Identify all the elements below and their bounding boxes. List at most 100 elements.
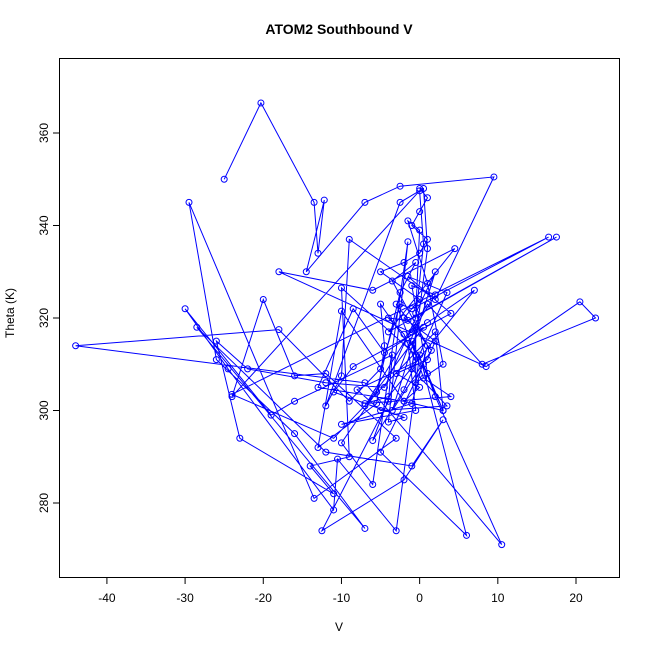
data-point (322, 370, 330, 377)
x-tick-label: 10 (491, 591, 505, 605)
data-point (423, 245, 431, 253)
data-point (322, 448, 330, 456)
data-point (423, 342, 431, 350)
data-point (193, 323, 201, 331)
data-point (431, 268, 439, 276)
data-point (420, 360, 428, 368)
data-point (431, 291, 439, 299)
data-point (72, 342, 80, 350)
data-point (361, 524, 369, 532)
data-point (447, 309, 455, 317)
data-point (423, 235, 431, 243)
data-point (345, 453, 353, 461)
data-point (302, 268, 310, 276)
data-point (423, 279, 431, 287)
data-point (423, 300, 431, 308)
data-point (369, 437, 377, 445)
data-point (404, 339, 412, 347)
x-tick-label: -40 (98, 591, 116, 605)
data-point (400, 259, 408, 266)
data-point (443, 402, 451, 410)
data-point (576, 298, 584, 306)
data-point (322, 402, 330, 410)
data-point (412, 407, 420, 414)
x-tick-label: 0 (416, 591, 423, 605)
data-point (400, 397, 408, 405)
data-point (388, 351, 396, 359)
data-point (388, 277, 396, 285)
series-line (75, 101, 597, 545)
y-tick-label: 320 (37, 308, 51, 328)
y-tick-label: 340 (37, 215, 51, 235)
data-point (291, 397, 299, 405)
data-point (552, 233, 560, 241)
data-point (400, 386, 408, 394)
x-tick-label: -20 (255, 591, 273, 605)
y-axis-label: Theta (K) (3, 288, 17, 338)
data-point (463, 531, 471, 539)
y-tick-label: 300 (37, 400, 51, 420)
data-point (408, 328, 416, 336)
data-point (275, 326, 283, 334)
data-point (404, 217, 412, 225)
data-point (373, 400, 381, 408)
data-point (400, 413, 408, 421)
data-point (396, 300, 404, 308)
data-point (392, 370, 400, 377)
x-tick-label: -30 (176, 591, 194, 605)
data-point (291, 430, 299, 438)
data-point (498, 541, 506, 549)
data-point (388, 407, 396, 414)
data-point (431, 296, 439, 303)
data-point (404, 272, 412, 280)
data-point (337, 439, 345, 447)
y-tick-label: 360 (37, 123, 51, 143)
data-point (228, 393, 236, 401)
data-point (330, 388, 338, 396)
data-point (185, 198, 193, 206)
data-point (244, 365, 252, 373)
data-point (267, 411, 275, 419)
data-point (320, 196, 328, 204)
data-point (330, 490, 338, 498)
data-point (412, 351, 420, 359)
data-point (478, 360, 486, 368)
data-point (212, 356, 220, 364)
data-point (416, 187, 424, 195)
data-point (400, 330, 408, 338)
data-point (337, 420, 345, 428)
data-point (443, 289, 451, 297)
data-point (396, 182, 404, 190)
data-point (412, 314, 420, 322)
data-point (408, 337, 416, 345)
chart-title: ATOM2 Southbound V (265, 21, 413, 37)
data-point (377, 448, 385, 456)
data-point (377, 407, 385, 414)
data-point (310, 494, 318, 502)
data-point (310, 198, 318, 206)
data-point (181, 305, 189, 313)
data-point (447, 393, 455, 401)
data-point (349, 363, 357, 371)
data-point (392, 527, 400, 535)
data-point (439, 416, 447, 424)
data-point (380, 383, 388, 391)
data-point (361, 402, 369, 410)
data-point (416, 185, 424, 192)
x-axis-label: V (335, 620, 343, 634)
data-point (224, 365, 232, 373)
data-point (353, 386, 361, 394)
data-point (384, 314, 392, 322)
data-point (220, 175, 228, 183)
data-point (416, 351, 424, 359)
data-point (377, 300, 385, 308)
data-point (420, 323, 428, 331)
data-point (275, 268, 283, 276)
data-point (337, 307, 345, 315)
x-tick-label: -10 (333, 591, 351, 605)
data-point (291, 372, 299, 380)
data-point (439, 360, 447, 368)
data-point (345, 235, 353, 243)
plot-frame (59, 58, 620, 578)
data-point (212, 337, 220, 345)
